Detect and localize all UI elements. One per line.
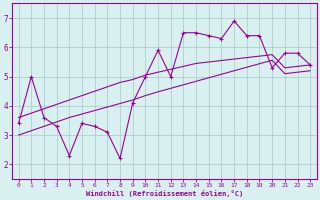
X-axis label: Windchill (Refroidissement éolien,°C): Windchill (Refroidissement éolien,°C): [86, 190, 243, 197]
